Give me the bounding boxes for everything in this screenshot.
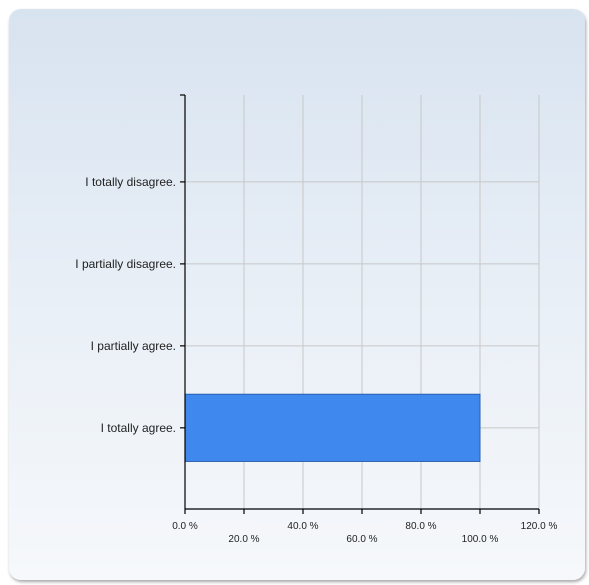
x-tick-label: 40.0 %: [287, 521, 318, 532]
x-tick-label: 100.0 %: [462, 534, 499, 545]
x-tick-label: 80.0 %: [405, 521, 436, 532]
y-tick-label: I partially agree.: [91, 339, 176, 353]
x-tick-label: 20.0 %: [228, 534, 259, 545]
bars: [184, 393, 481, 462]
y-tick-label: I totally disagree.: [85, 175, 176, 189]
bar: [184, 393, 481, 462]
axes: [180, 94, 540, 514]
y-tick-labels: I totally disagree. I partially disagree.…: [75, 175, 176, 435]
x-tick-label: 60.0 %: [346, 534, 377, 545]
x-tick-labels: 0.0 % 20.0 % 40.0 % 60.0 % 80.0 % 100.0 % 120.…: [172, 521, 557, 545]
y-tick-label: I totally agree.: [101, 421, 176, 435]
x-tick-label: 0.0 %: [172, 521, 198, 532]
chart-panel: [9, 9, 585, 580]
y-tick-label: I partially disagree.: [75, 257, 176, 271]
x-tick-label: 120.0 %: [521, 521, 558, 532]
